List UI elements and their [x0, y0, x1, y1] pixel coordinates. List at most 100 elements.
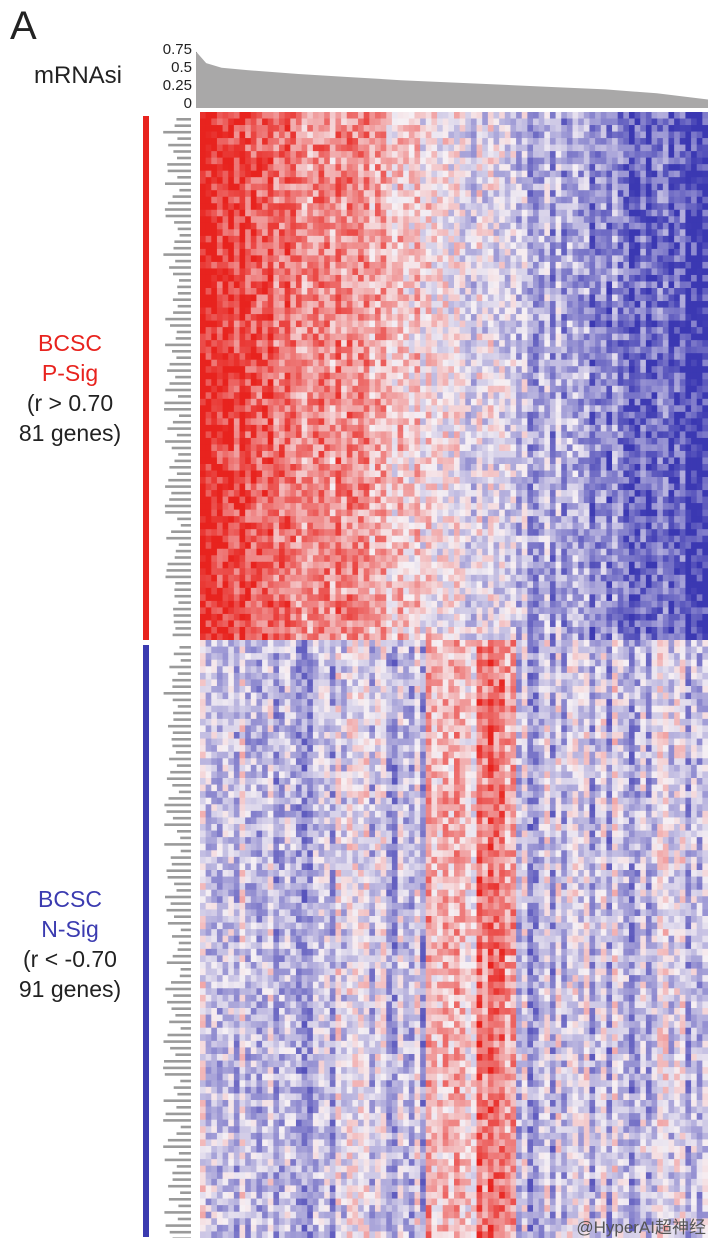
heatmap-cell-p-sig	[549, 164, 556, 172]
heatmap-cell-p-sig	[589, 229, 596, 237]
heatmap-cell-p-sig	[358, 437, 365, 445]
heatmap-cell-p-sig	[391, 411, 398, 419]
heatmap-cell-p-sig	[572, 144, 579, 152]
heatmap-cell-p-sig	[516, 359, 523, 367]
heatmap-cell-p-sig	[679, 268, 686, 276]
heatmap-cell-p-sig	[256, 151, 263, 159]
heatmap-cell-p-sig	[256, 196, 263, 204]
heatmap-cell-p-sig	[606, 424, 613, 432]
heatmap-cell-p-sig	[459, 196, 466, 204]
heatmap-cell-p-sig	[222, 203, 229, 211]
heatmap-cell-p-sig	[668, 366, 675, 374]
heatmap-cell-p-sig	[279, 216, 286, 224]
heatmap-cell-p-sig	[544, 222, 551, 230]
heatmap-cell-p-sig	[454, 112, 461, 119]
heatmap-cell-p-sig	[363, 151, 370, 159]
heatmap-cell-p-sig	[628, 301, 636, 308]
heatmap-cell-p-sig	[352, 118, 359, 126]
heatmap-cell-p-sig	[222, 261, 229, 269]
heatmap-cell-p-sig	[566, 157, 573, 165]
heatmap-cell-p-sig	[273, 444, 280, 452]
gene-label-tick	[180, 659, 191, 662]
n-sig-subname: N-Sig	[41, 916, 99, 942]
heatmap-cell-p-sig	[651, 385, 658, 393]
heatmap-cell-p-sig	[335, 151, 342, 159]
heatmap-cell-p-sig	[538, 157, 545, 165]
heatmap-cell-p-sig	[335, 333, 342, 341]
heatmap-cell-p-sig	[533, 333, 540, 341]
heatmap-cell-p-sig	[476, 209, 483, 217]
gene-label-tick	[165, 317, 191, 321]
heatmap-cell-p-sig	[606, 196, 613, 204]
heatmap-cell-p-sig	[696, 314, 703, 321]
heatmap-cell-p-sig	[510, 118, 517, 126]
heatmap-cell-p-sig	[335, 157, 342, 165]
heatmap-cell-p-sig	[312, 359, 319, 367]
gene-label-tick	[176, 356, 191, 359]
heatmap-cell-p-sig	[318, 261, 325, 269]
heatmap-cell-p-sig	[504, 242, 511, 250]
heatmap-cell-p-sig	[578, 248, 585, 256]
heatmap-cell-p-sig	[284, 261, 291, 269]
heatmap-cell-p-sig	[702, 261, 708, 269]
heatmap-cell-p-sig	[397, 216, 404, 224]
heatmap-cell-p-sig	[561, 248, 568, 256]
gene-label-tick	[170, 1046, 191, 1050]
heatmap-cell-p-sig	[352, 131, 359, 139]
heatmap-cell-p-sig	[442, 340, 449, 348]
heatmap-cell-p-sig	[335, 411, 342, 419]
heatmap-cell-p-sig	[397, 437, 404, 445]
heatmap-cell-p-sig	[295, 183, 302, 191]
heatmap-cell-p-sig	[538, 431, 545, 439]
heatmap-cell-p-sig	[425, 216, 432, 224]
heatmap-cell-p-sig	[668, 320, 675, 328]
heatmap-cell-p-sig	[403, 437, 410, 445]
heatmap-cell-p-sig	[595, 444, 602, 452]
heatmap-cell-p-sig	[679, 170, 686, 178]
heatmap-cell-p-sig	[386, 450, 393, 458]
heatmap-cell-p-sig	[216, 144, 223, 152]
heatmap-cell-p-sig	[487, 248, 494, 256]
heatmap-cell-p-sig	[273, 301, 280, 308]
heatmap-cell-p-sig	[470, 274, 477, 282]
heatmap-cell-p-sig	[290, 333, 297, 341]
heatmap-cell-p-sig	[691, 307, 698, 315]
heatmap-cell-p-sig	[273, 209, 280, 217]
heatmap-cell-p-sig	[245, 222, 252, 230]
heatmap-cell-p-sig	[391, 151, 398, 159]
heatmap-cell-p-sig	[685, 307, 692, 315]
gene-label-tick	[177, 705, 191, 708]
gene-label-tick	[172, 784, 191, 787]
heatmap-cell-p-sig	[555, 190, 562, 198]
heatmap-cell-p-sig	[679, 248, 686, 256]
heatmap-cell-p-sig	[369, 144, 376, 152]
heatmap-cell-p-sig	[454, 274, 461, 282]
heatmap-cell-p-sig	[403, 281, 410, 289]
heatmap-cell-p-sig	[262, 157, 269, 165]
heatmap-cell-p-sig	[578, 346, 585, 354]
heatmap-cell-p-sig	[691, 222, 698, 230]
heatmap-cell-p-sig	[555, 222, 562, 230]
heatmap-cell-p-sig	[612, 235, 619, 243]
heatmap-cell-p-sig	[335, 216, 342, 224]
heatmap-cell-p-sig	[437, 222, 444, 230]
heatmap-cell-p-sig	[262, 131, 269, 139]
heatmap-cell-p-sig	[561, 405, 568, 413]
heatmap-cell-p-sig	[623, 248, 630, 256]
heatmap-cell-p-sig	[442, 372, 449, 380]
heatmap-cell-p-sig	[578, 222, 585, 230]
heatmap-cell-p-sig	[465, 288, 472, 295]
heatmap-cell-p-sig	[329, 125, 336, 132]
heatmap-cell-p-sig	[612, 288, 619, 295]
heatmap-cell-p-sig	[476, 177, 483, 185]
heatmap-cell-p-sig	[414, 281, 421, 289]
heatmap-cell-p-sig	[431, 444, 438, 452]
heatmap-cell-p-sig	[702, 366, 708, 374]
heatmap-cell-p-sig	[674, 203, 681, 211]
heatmap-cell-p-sig	[442, 366, 449, 374]
heatmap-cell-p-sig	[290, 196, 297, 204]
heatmap-cell-p-sig	[211, 281, 218, 289]
heatmap-cell-p-sig	[312, 203, 319, 211]
heatmap-cell-p-sig	[341, 248, 348, 256]
heatmap-cell-p-sig	[374, 235, 382, 243]
